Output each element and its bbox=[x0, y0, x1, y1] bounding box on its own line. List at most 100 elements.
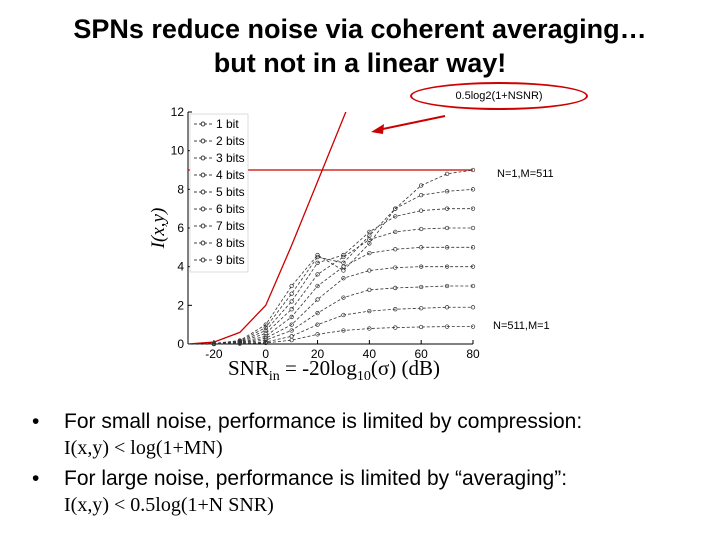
legend-marker bbox=[200, 138, 206, 144]
callout-arrow bbox=[377, 115, 446, 131]
bound-callout: 0.5log2(1+NSNR) bbox=[410, 82, 588, 110]
legend-marker bbox=[200, 206, 206, 212]
top-curve-label: N=1,M=511 bbox=[497, 168, 554, 180]
data-point bbox=[393, 247, 398, 252]
legend-entry: 2 bits bbox=[216, 134, 245, 148]
snr-bound-curve bbox=[188, 112, 347, 344]
y-tick-label: 10 bbox=[171, 144, 185, 158]
data-point bbox=[419, 284, 424, 290]
data-point bbox=[315, 297, 320, 302]
legend-marker bbox=[200, 121, 206, 127]
legend-entry: 7 bits bbox=[216, 219, 245, 233]
data-point bbox=[470, 283, 476, 289]
data-point bbox=[419, 226, 424, 232]
data-point bbox=[444, 264, 450, 269]
data-point bbox=[367, 233, 372, 238]
data-point bbox=[419, 192, 424, 198]
legend-entry: 3 bits bbox=[216, 151, 245, 165]
data-point bbox=[419, 245, 424, 250]
data-point bbox=[367, 326, 372, 331]
data-point bbox=[419, 183, 424, 188]
data-point bbox=[419, 264, 424, 269]
data-point bbox=[470, 206, 476, 211]
data-point bbox=[367, 308, 372, 314]
legend-entry: 1 bit bbox=[216, 117, 239, 131]
bullet-1-formula: I(x,y) < log(1+MN) bbox=[64, 437, 223, 459]
x-tick-label: 60 bbox=[415, 347, 429, 360]
y-tick-label: 12 bbox=[171, 105, 185, 119]
data-point bbox=[289, 328, 294, 333]
data-point bbox=[263, 325, 268, 330]
data-point bbox=[263, 334, 268, 339]
x-tick-label: 40 bbox=[363, 347, 377, 360]
legend-entry: 9 bits bbox=[216, 253, 245, 267]
legend: 1 bit 2 bits 3 bits 4 bits 5 bits 6 bits 7 bit… bbox=[189, 113, 249, 273]
data-point bbox=[367, 250, 372, 256]
bottom-curve-label: N=511,M=1 bbox=[493, 320, 550, 332]
y-tick-label: 8 bbox=[177, 182, 184, 196]
x-axis-label: SNRin = -20log10(σ) (dB) bbox=[228, 356, 440, 385]
data-point bbox=[289, 334, 294, 339]
data-point bbox=[444, 283, 450, 289]
data-point bbox=[315, 283, 320, 289]
data-point bbox=[315, 260, 320, 265]
data-point bbox=[367, 241, 372, 246]
slide-title-line2: but not in a linear way! bbox=[213, 48, 507, 78]
data-point bbox=[341, 312, 346, 318]
data-point bbox=[393, 229, 398, 235]
bullet-list: For small noise, performance is limited … bbox=[30, 408, 710, 522]
data-point bbox=[263, 322, 268, 327]
data-point bbox=[341, 252, 346, 258]
data-point bbox=[393, 285, 398, 291]
data-point bbox=[470, 264, 476, 269]
data-point bbox=[211, 341, 217, 346]
data-point bbox=[263, 328, 268, 333]
data-point bbox=[419, 324, 424, 330]
data-point bbox=[289, 283, 294, 289]
data-point bbox=[367, 268, 372, 273]
data-point bbox=[367, 287, 372, 293]
data-point bbox=[341, 328, 346, 333]
data-point bbox=[289, 322, 294, 327]
legend-marker bbox=[200, 257, 206, 263]
data-point bbox=[341, 264, 346, 269]
data-point bbox=[444, 189, 450, 194]
data-point bbox=[470, 167, 476, 173]
data-point bbox=[419, 208, 424, 213]
slide-title-line1: SPNs reduce noise via coherent averaging… bbox=[73, 14, 647, 44]
series-line bbox=[187, 208, 473, 345]
legend-entry: 6 bits bbox=[216, 202, 245, 216]
data-point bbox=[263, 336, 268, 341]
data-point bbox=[315, 272, 320, 277]
data-point bbox=[315, 322, 320, 327]
data-point bbox=[444, 324, 450, 329]
x-tick-label: 20 bbox=[311, 347, 325, 360]
data-point bbox=[341, 268, 346, 273]
legend-marker bbox=[200, 223, 206, 229]
y-tick-label: 2 bbox=[177, 298, 184, 312]
data-point bbox=[444, 171, 450, 177]
bullet-2-formula: I(x,y) < 0.5log(1+N SNR) bbox=[64, 494, 274, 516]
legend-entry: 8 bits bbox=[216, 236, 245, 250]
data-point bbox=[315, 252, 320, 258]
y-tick-label: 4 bbox=[177, 260, 184, 274]
data-point bbox=[341, 260, 346, 265]
data-point bbox=[444, 305, 450, 310]
bullet-1-text: For small noise, performance is limited … bbox=[30, 408, 710, 435]
legend-entry: 4 bits bbox=[216, 168, 245, 182]
data-point bbox=[237, 338, 242, 343]
legend-marker bbox=[200, 155, 206, 161]
data-point bbox=[263, 331, 268, 336]
y-tick-label: 6 bbox=[177, 221, 184, 235]
data-point bbox=[444, 206, 450, 211]
legend-entry: 5 bits bbox=[216, 185, 245, 199]
x-tick-label: 0 bbox=[262, 347, 269, 360]
data-point bbox=[470, 305, 476, 310]
legend-marker bbox=[200, 172, 206, 178]
mutual-information-chart: 0 2 4 6 8 10 12 -20 0 20 40 60 80 I(x,y) 1 bit 2 bits 3 … bbox=[148, 105, 480, 360]
data-point bbox=[289, 307, 294, 312]
data-point bbox=[289, 314, 294, 320]
y-tick-label: 0 bbox=[177, 337, 184, 351]
y-axis-label: I(x,y) bbox=[148, 208, 169, 250]
data-point bbox=[393, 307, 398, 312]
